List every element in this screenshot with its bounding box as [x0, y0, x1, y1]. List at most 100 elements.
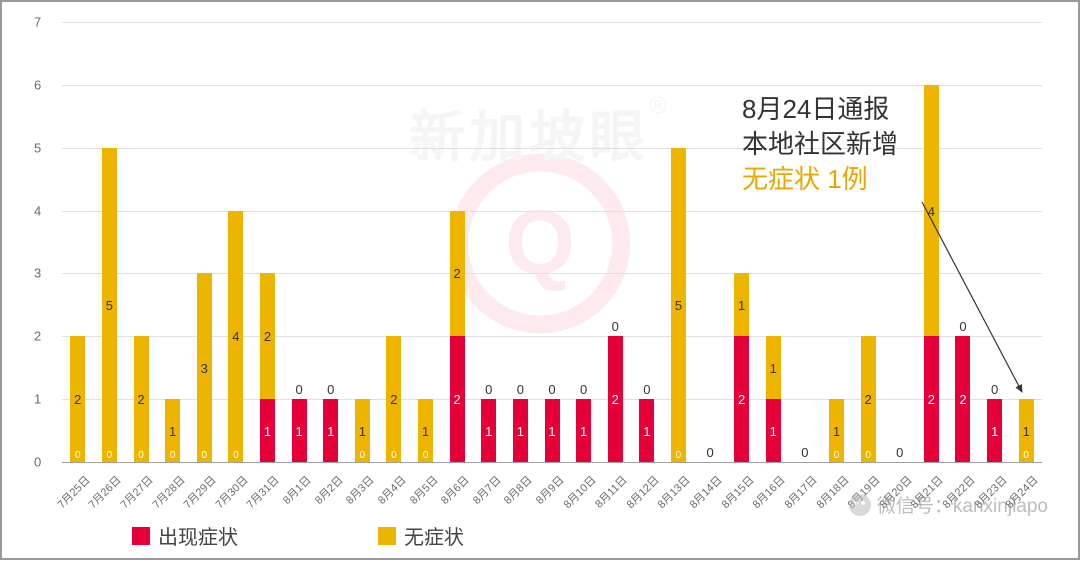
bar-label-sym-zero: 0: [138, 450, 144, 461]
bar-label-zero: 0: [896, 445, 903, 460]
x-tick-label: 8月22日: [938, 472, 978, 512]
bar-label-symptomatic: 2: [738, 392, 745, 407]
y-tick-label: 3: [34, 266, 41, 281]
bar-label-sym-zero: 0: [107, 450, 113, 461]
bar-label-symptomatic: 1: [517, 424, 524, 439]
bar-label-sym-zero: 0: [1023, 450, 1029, 461]
bar-group: 20: [608, 22, 623, 462]
bar-label-asymptomatic: 1: [738, 298, 745, 313]
bar-label-sym-zero: 0: [170, 450, 176, 461]
bar-group: 0: [797, 22, 812, 462]
annotation-text: 8月24日通报 本地社区新增 无症状 1例: [742, 92, 898, 197]
x-tick-label: 7月28日: [148, 472, 188, 512]
x-tick-label: 7月29日: [180, 472, 220, 512]
y-tick-label: 2: [34, 329, 41, 344]
x-tick-label: 8月18日: [812, 472, 852, 512]
bar-group: 10: [292, 22, 307, 462]
bar-label-asymptomatic: 5: [675, 298, 682, 313]
bar-group: 11: [766, 22, 781, 462]
bar-group: 50: [102, 22, 117, 462]
bar-group: 10: [1019, 22, 1034, 462]
x-tick-label: 8月8日: [500, 472, 536, 508]
bar-label-zero: 0: [801, 445, 808, 460]
x-tick-label: 8月21日: [907, 472, 947, 512]
plot-area: 01234567207月25日507月26日207月27日107月28日307月…: [62, 22, 1042, 462]
bar-label-asymptomatic: 1: [1023, 424, 1030, 439]
bar-group: 21: [734, 22, 749, 462]
annotation-line2: 本地社区新增: [742, 127, 898, 162]
bar-group: 20: [134, 22, 149, 462]
bar-group: 10: [418, 22, 433, 462]
chart-container: 新加坡眼® Q 01234567207月25日507月26日207月27日107…: [0, 0, 1080, 560]
bar-label-sym-zero: 0: [233, 450, 239, 461]
x-tick-label: 8月4日: [374, 472, 410, 508]
annotation-line1: 8月24日通报: [742, 92, 898, 127]
bar-label-asymptomatic: 2: [137, 392, 144, 407]
x-tick-label: 8月16日: [749, 472, 789, 512]
x-tick-label: 7月26日: [85, 472, 125, 512]
bar-label-asymptomatic: 2: [74, 392, 81, 407]
x-tick-label: 8月13日: [654, 472, 694, 512]
bar-label-symptomatic: 1: [327, 424, 334, 439]
legend-item: 无症状: [378, 521, 464, 550]
bar-label-sym-zero: 0: [865, 450, 871, 461]
bar-group: 10: [481, 22, 496, 462]
y-tick-label: 4: [34, 203, 41, 218]
x-tick-label: 8月23日: [970, 472, 1010, 512]
bar-label-sym-zero: 0: [391, 450, 397, 461]
bar-label-symptomatic: 1: [264, 424, 271, 439]
bar-label-symptomatic: 2: [928, 392, 935, 407]
bar-label-sym-zero: 0: [360, 450, 366, 461]
bar-label-symptomatic: 2: [454, 392, 461, 407]
bar-label-symptomatic: 1: [295, 424, 302, 439]
bar-label-asym-zero: 0: [485, 382, 492, 397]
bar-group: 20: [70, 22, 85, 462]
x-tick-label: 7月31日: [243, 472, 283, 512]
annotation-line3: 无症状 1例: [742, 162, 898, 197]
legend: 出现症状无症状: [132, 521, 464, 550]
bar-group: 10: [829, 22, 844, 462]
bar-label-asymptomatic: 2: [454, 266, 461, 281]
x-axis: [62, 462, 1042, 463]
bar-group: 20: [955, 22, 970, 462]
bar-label-symptomatic: 2: [612, 392, 619, 407]
bar-group: 10: [639, 22, 654, 462]
bar-group: 10: [323, 22, 338, 462]
bar-label-sym-zero: 0: [75, 450, 81, 461]
bar-label-asym-zero: 0: [295, 382, 302, 397]
bar-label-asym-zero: 0: [548, 382, 555, 397]
bar-label-asymptomatic: 1: [359, 424, 366, 439]
bar-label-asymptomatic: 1: [169, 424, 176, 439]
x-tick-label: 8月5日: [405, 472, 441, 508]
bar-label-asymptomatic: 5: [106, 298, 113, 313]
x-tick-label: 8月7日: [469, 472, 505, 508]
legend-swatch: [378, 527, 396, 545]
x-tick-label: 7月25日: [53, 472, 93, 512]
bar-label-asymptomatic: 2: [264, 329, 271, 344]
y-tick-label: 1: [34, 392, 41, 407]
x-tick-label: 8月11日: [591, 472, 630, 511]
bar-label-sym-zero: 0: [676, 450, 682, 461]
x-tick-label: 8月14日: [686, 472, 726, 512]
bar-group: 10: [355, 22, 370, 462]
y-tick-label: 7: [34, 15, 41, 30]
bar-label-asym-zero: 0: [959, 319, 966, 334]
bar-group: 12: [260, 22, 275, 462]
bar-label-asym-zero: 0: [643, 382, 650, 397]
x-tick-label: 8月24日: [1002, 472, 1042, 512]
y-tick-label: 6: [34, 77, 41, 92]
bar-label-asym-zero: 0: [991, 382, 998, 397]
bar-group: 22: [450, 22, 465, 462]
bar-group: 10: [576, 22, 591, 462]
bar-label-asymptomatic: 1: [770, 361, 777, 376]
bar-group: 10: [513, 22, 528, 462]
x-tick-label: 8月15日: [717, 472, 757, 512]
bar-label-asym-zero: 0: [612, 319, 619, 334]
x-tick-label: 8月10日: [559, 472, 599, 512]
x-tick-label: 8月2日: [310, 472, 346, 508]
bar-group: 10: [987, 22, 1002, 462]
bar-label-zero: 0: [706, 445, 713, 460]
bar-label-asymptomatic: 4: [928, 204, 935, 219]
bar-label-sym-zero: 0: [834, 450, 840, 461]
bar-label-asymptomatic: 2: [865, 392, 872, 407]
